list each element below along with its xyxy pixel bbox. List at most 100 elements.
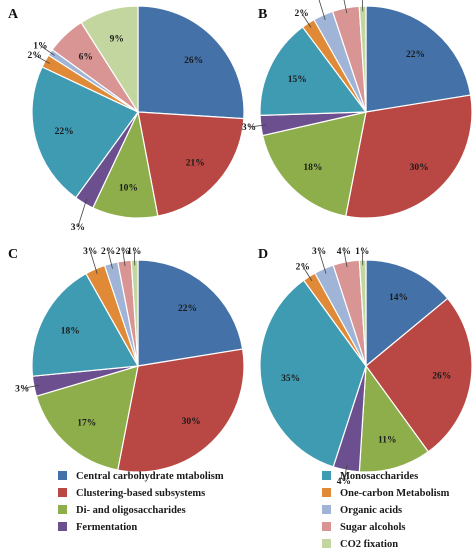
pie-slice-co2-fixation bbox=[80, 5, 139, 115]
label-leader-line bbox=[343, 250, 348, 268]
pie-panels: A26%21%10%3%22%2%1%6%9%B22%30%18%3%15%2%… bbox=[8, 0, 473, 487]
legend-swatch bbox=[58, 488, 67, 497]
legend-swatch bbox=[58, 505, 67, 514]
pie-slices bbox=[259, 259, 473, 473]
pie-panel-c: C22%30%17%3%18%3% 2% 2%1% bbox=[8, 247, 245, 473]
label-leader-line bbox=[89, 250, 98, 275]
pie-slices bbox=[259, 5, 473, 219]
slice-percent-label: 3% bbox=[242, 123, 256, 133]
slice-percent-label: 3% bbox=[15, 385, 29, 395]
slice-percent-label: 35% bbox=[281, 374, 300, 384]
pie-panel-d: D 14% 26% 11% 4% 35% 2%3% 4% 1% bbox=[258, 247, 473, 487]
pie-slice-monosaccharides bbox=[259, 26, 368, 117]
slice-percent-label: 21% bbox=[186, 159, 205, 169]
legend-label: Di- and oligosaccharides bbox=[76, 505, 186, 516]
slice-percent-label: 18% bbox=[61, 327, 80, 337]
slice-percent-label: 2% bbox=[27, 51, 41, 61]
slice-percent-label: 15% bbox=[288, 75, 307, 85]
label-leader-line bbox=[122, 250, 126, 267]
slice-percent-label: 22% bbox=[178, 304, 197, 314]
label-leader-line bbox=[40, 45, 55, 56]
slice-percent-label: 17% bbox=[77, 419, 96, 429]
label-leader-line bbox=[343, 464, 348, 482]
label-leader-line bbox=[248, 124, 267, 128]
pie-slice-monosaccharides bbox=[259, 279, 367, 468]
pie-slices bbox=[31, 259, 245, 473]
legend-swatch bbox=[322, 505, 331, 514]
legend-swatch bbox=[58, 522, 67, 531]
legend-label: CO2 fixation bbox=[340, 539, 398, 549]
slice-percent-label: 26% bbox=[184, 56, 203, 66]
pie-slices bbox=[31, 5, 245, 219]
slice-percent-label: 14% bbox=[389, 293, 408, 303]
slice-percent-label: 3% bbox=[312, 247, 326, 257]
slice-percent-label: 30% bbox=[410, 163, 429, 173]
legend-label: Sugar alcohols bbox=[340, 522, 405, 533]
label-leader-line bbox=[343, 0, 348, 14]
pie-labels: 22% 30% 18% 3% 15% 2% 3% 4% 1% bbox=[242, 0, 429, 173]
pie-slice-central-carbohydrate-mtabolism bbox=[365, 5, 472, 113]
slice-percent-label: 22% bbox=[406, 50, 425, 60]
label-leader-line bbox=[318, 250, 327, 274]
legend-left-column: Central carbohydrate mtabolism Clustering… bbox=[58, 471, 224, 533]
slice-percent-label: 2% bbox=[101, 247, 115, 257]
label-leader-line bbox=[22, 384, 40, 389]
pie-slice-clustering-based-subsystems bbox=[345, 94, 473, 219]
pie-labels: 26% 21% 10% 3% 22% 2%1% 6% 9% bbox=[27, 35, 204, 233]
legend-swatch bbox=[58, 471, 67, 480]
label-leader-line bbox=[301, 12, 312, 28]
slice-percent-label: 2% bbox=[296, 262, 310, 272]
pie-panel-b: B 22% 30% 18% 3% 15% 2% 3% 4% 1% bbox=[242, 0, 473, 219]
pie-slice-clustering-based-subsystems bbox=[117, 348, 245, 473]
slice-percent-label: 6% bbox=[79, 52, 93, 62]
legend: Central carbohydrate mtabolism Clustering… bbox=[58, 471, 450, 549]
slice-percent-label: 4% bbox=[337, 477, 351, 487]
slice-percent-label: 4% bbox=[337, 247, 351, 257]
panel-letter: B bbox=[258, 7, 267, 22]
panel-letter: D bbox=[258, 247, 268, 262]
legend-label: Clustering-based subsystems bbox=[76, 488, 205, 499]
pie-labels: 14% 26% 11% 4% 35% 2%3% 4% 1% bbox=[281, 247, 451, 487]
pie-slice-central-carbohydrate-mtabolism bbox=[365, 259, 449, 368]
slice-percent-label: 1% bbox=[127, 247, 141, 257]
pie-labels: 22%30%17%3%18%3% 2% 2%1% bbox=[15, 247, 201, 429]
label-leader-line bbox=[107, 250, 113, 269]
label-leader-line bbox=[318, 0, 326, 21]
legend-label: Fermentation bbox=[76, 522, 137, 533]
legend-swatch bbox=[322, 539, 331, 548]
slice-percent-label: 26% bbox=[432, 372, 451, 382]
slice-percent-label: 3% bbox=[311, 0, 325, 3]
slice-percent-label: 30% bbox=[182, 417, 201, 427]
legend-right-column: Monosaccharides One-carbon Metabolism Orga… bbox=[322, 471, 450, 549]
slice-percent-label: 18% bbox=[303, 163, 322, 173]
legend-swatch bbox=[322, 488, 331, 497]
pie-slice-di-and-oligosaccharides bbox=[261, 111, 367, 217]
slice-percent-label: 11% bbox=[378, 435, 396, 445]
slice-percent-label: 22% bbox=[55, 127, 74, 137]
slice-percent-label: 1% bbox=[33, 42, 47, 52]
slice-percent-label: 9% bbox=[110, 35, 124, 45]
label-leader-line bbox=[361, 0, 364, 12]
label-leader-line bbox=[302, 266, 313, 282]
slice-percent-label: 4% bbox=[336, 0, 350, 3]
pie-slice-di-and-oligosaccharides bbox=[35, 365, 139, 471]
label-leader-line bbox=[133, 250, 136, 266]
pie-slice-clustering-based-subsystems bbox=[365, 297, 473, 453]
legend-label: Central carbohydrate mtabolism bbox=[76, 471, 224, 482]
slice-percent-label: 3% bbox=[71, 223, 85, 233]
panel-letter: A bbox=[8, 7, 19, 22]
slice-percent-label: 2% bbox=[116, 247, 130, 257]
pie-slice-clustering-based-subsystems bbox=[137, 111, 245, 217]
label-leader-line bbox=[361, 250, 364, 266]
legend-label: Organic acids bbox=[340, 505, 402, 516]
legend-label: One-carbon Metabolism bbox=[340, 488, 450, 499]
slice-percent-label: 1% bbox=[355, 0, 369, 3]
slice-percent-label: 1% bbox=[355, 247, 369, 257]
pie-slice-di-and-oligosaccharides bbox=[358, 364, 430, 473]
label-leader-line bbox=[34, 54, 50, 64]
legend-swatch bbox=[322, 522, 331, 531]
legend-swatch bbox=[322, 471, 331, 480]
label-leader-line bbox=[77, 198, 88, 228]
legend-label: Monosaccharides bbox=[340, 471, 418, 482]
